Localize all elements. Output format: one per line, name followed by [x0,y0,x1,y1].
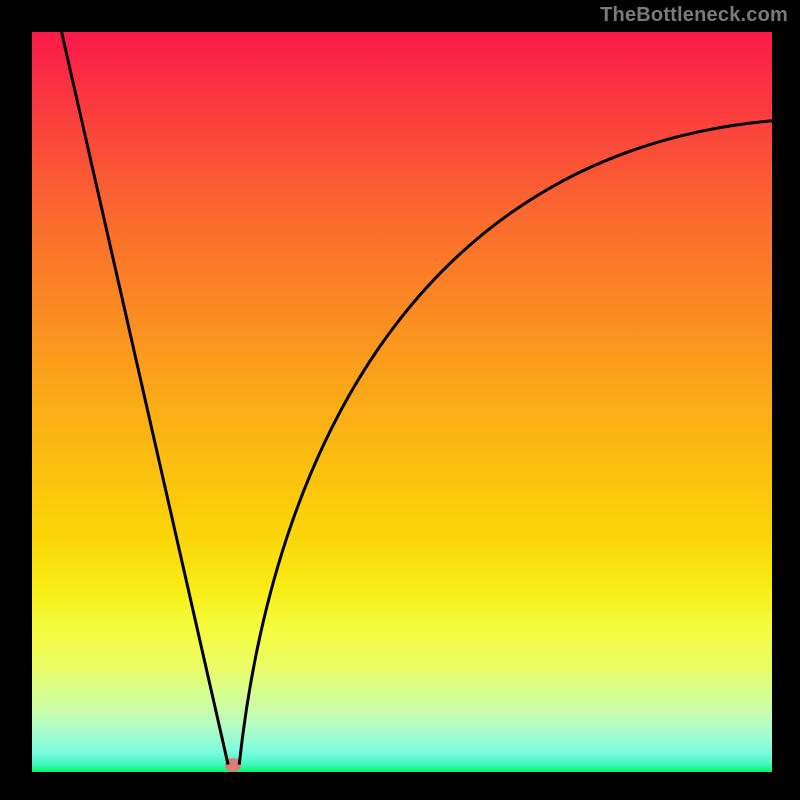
chart-container: TheBottleneck.com [0,0,800,800]
plot-area [32,32,772,772]
curve-path [62,32,772,765]
curve [32,32,772,772]
minimum-marker [225,758,241,772]
watermark: TheBottleneck.com [600,4,788,27]
